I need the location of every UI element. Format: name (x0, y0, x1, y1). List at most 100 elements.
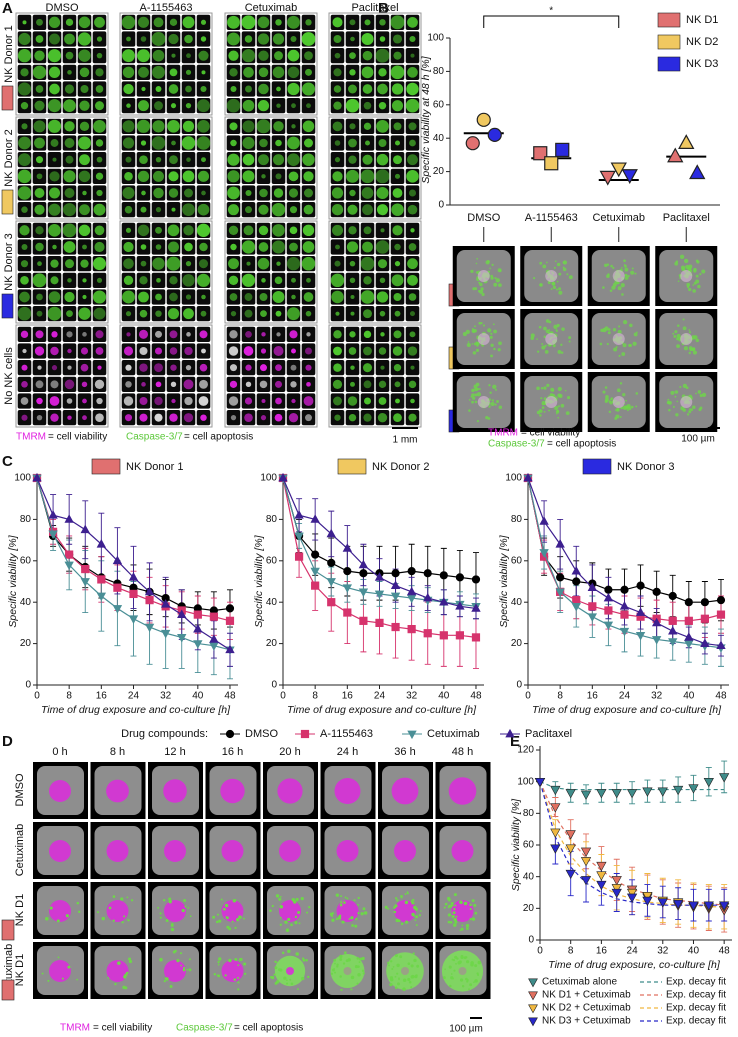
cell-dot (473, 903, 477, 907)
legend-label: A-1155463 (320, 728, 373, 740)
legend-key: TMRM (16, 432, 46, 443)
cell-blob (349, 19, 356, 26)
cell-dot (543, 326, 547, 331)
cell-blob (348, 347, 357, 355)
cell-dot (555, 412, 558, 415)
cell-blob (245, 364, 252, 371)
cell-blob (21, 364, 28, 371)
marker (588, 602, 597, 611)
cell-blob (94, 241, 105, 253)
cell-dot (489, 335, 493, 339)
marker (688, 901, 699, 911)
cell-blob (139, 276, 148, 285)
x-tick-label: 48 (715, 691, 727, 702)
cell-dot (493, 282, 498, 287)
cell-blob (169, 330, 178, 339)
cell-blob (201, 348, 206, 354)
cell-dot (174, 949, 177, 953)
cell-blob (171, 398, 176, 404)
cell-blob (242, 136, 255, 150)
cell-blob (257, 16, 270, 29)
cell-blob (21, 381, 28, 388)
cell-dot (393, 910, 397, 914)
cell-blob (37, 365, 42, 370)
marker (294, 552, 304, 561)
cell-blob (257, 100, 270, 112)
cell-blob (363, 330, 372, 339)
cell-blob (138, 329, 149, 339)
cell-dot (451, 904, 454, 907)
cell-blob (228, 346, 239, 356)
cell-dot (473, 329, 477, 333)
scale-label: 1 mm (393, 435, 418, 446)
marker (48, 530, 58, 540)
cell-blob (122, 137, 135, 149)
cell-blob (52, 157, 57, 162)
image-frame (15, 220, 109, 324)
cell-dot (404, 920, 409, 924)
row-swatch (1, 919, 15, 941)
cell-dot (108, 906, 112, 910)
cell-blob (93, 257, 106, 271)
cell-blob (334, 140, 341, 146)
cell-blob (228, 275, 239, 286)
cell-blob (333, 396, 342, 406)
marker (64, 514, 74, 523)
marker (596, 789, 607, 799)
cell-blob (32, 65, 47, 80)
row-label: NK Donor 1 (3, 25, 15, 82)
cell-dot (472, 351, 477, 355)
cell-blob (140, 36, 147, 42)
cell-blob (82, 278, 87, 283)
cell-dot (301, 976, 305, 981)
cell-dot (497, 268, 502, 273)
cell-dot (164, 977, 167, 980)
marker (587, 613, 598, 622)
cell-dot (469, 983, 473, 987)
cell-dot (289, 978, 292, 981)
cell-dot (625, 399, 628, 402)
spheroid (221, 960, 244, 982)
cell-dot (45, 916, 49, 921)
cell-blob (78, 170, 91, 183)
cell-dot (494, 403, 497, 406)
cell-dot (613, 347, 618, 352)
cell-dot (187, 906, 190, 909)
marker (391, 569, 400, 578)
cell-dot (452, 959, 456, 962)
spheroid (458, 967, 467, 975)
spheroid (680, 396, 693, 408)
cell-blob (197, 99, 210, 113)
cell-blob (275, 139, 282, 147)
cell-dot (530, 333, 535, 338)
image-frame (15, 116, 109, 220)
cell-dot (683, 258, 689, 264)
cell-dot (476, 344, 479, 347)
cell-dot (471, 400, 475, 404)
cell-blob (62, 223, 77, 238)
cell-dot (123, 975, 126, 978)
cell-blob (244, 293, 253, 301)
cell-dot (49, 906, 53, 910)
spheroid (221, 840, 244, 862)
marker (596, 861, 607, 872)
cell-blob (185, 294, 192, 300)
cell-blob (49, 171, 60, 182)
cell-blob (62, 203, 77, 217)
cell-dot (117, 961, 121, 965)
cell-dot (226, 925, 230, 929)
cell-blob (184, 346, 193, 356)
time-label: 20 h (279, 746, 300, 758)
cell-blob (288, 171, 299, 182)
cell-blob (407, 204, 418, 215)
cell-dot (294, 915, 298, 919)
cell-dot (186, 969, 188, 971)
cell-dot (668, 400, 672, 405)
legend-label: NK D3 + Cetuximab (542, 1016, 631, 1027)
cell-blob (276, 332, 281, 337)
column-header: Paclitaxel (351, 2, 398, 14)
cell-blob (166, 256, 181, 271)
cell-dot (165, 919, 169, 922)
marker (65, 550, 74, 559)
cell-dot (493, 347, 496, 351)
